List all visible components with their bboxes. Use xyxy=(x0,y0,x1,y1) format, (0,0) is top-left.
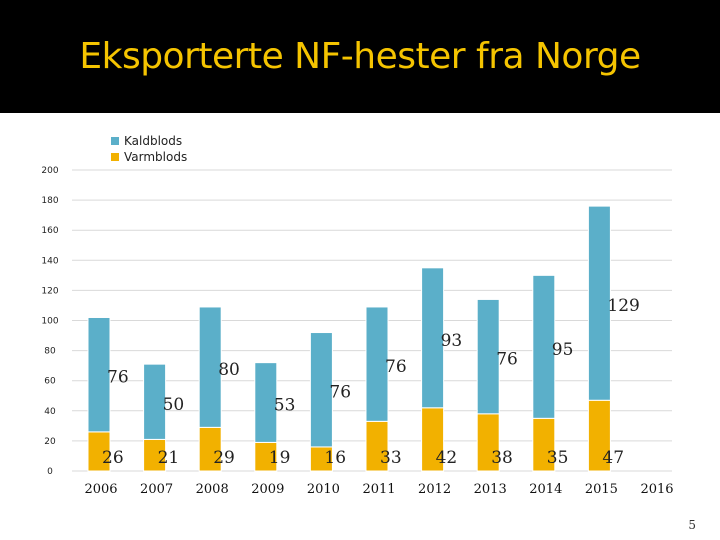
x-tick-label: 2014 xyxy=(529,482,562,497)
bars xyxy=(87,205,611,472)
y-tick-label: 140 xyxy=(41,256,58,266)
bar-segment-kaldblods xyxy=(198,306,222,428)
y-tick-label: 200 xyxy=(41,166,58,176)
data-label-kaldblods: 76 xyxy=(496,350,518,370)
data-label-kaldblods: 76 xyxy=(385,357,407,377)
legend-label-kaldblods: Kaldblods xyxy=(124,134,183,148)
bar-segment-kaldblods xyxy=(87,316,111,433)
data-label-varmblods: 16 xyxy=(324,448,346,468)
x-tick-label: 2015 xyxy=(585,482,618,497)
y-tick-label: 180 xyxy=(41,196,58,206)
data-label-kaldblods: 93 xyxy=(441,331,463,351)
bar-segment-kaldblods xyxy=(421,267,445,409)
x-tick-label: 2009 xyxy=(251,482,284,497)
data-label-kaldblods: 95 xyxy=(552,340,574,360)
y-tick-label: 20 xyxy=(44,437,56,447)
data-label-varmblods: 19 xyxy=(269,448,291,468)
page-number: 5 xyxy=(688,518,696,532)
data-label-kaldblods: 50 xyxy=(163,395,185,415)
data-label-varmblods: 21 xyxy=(158,448,180,468)
data-label-kaldblods: 80 xyxy=(218,360,240,380)
x-tick-label: 2008 xyxy=(196,482,229,497)
bar-segment-kaldblods xyxy=(309,332,333,448)
bar-segment-kaldblods xyxy=(254,362,278,443)
x-tick-label: 2011 xyxy=(362,482,395,497)
x-axis-ticks: 2006 2007 2008 2009 2010 2011 2012 2013 2014 2015… xyxy=(84,482,673,497)
data-label-kaldblods: 129 xyxy=(607,296,639,316)
legend-swatch-varmblods xyxy=(111,153,119,161)
bar-segment-kaldblods xyxy=(587,205,611,401)
bar-segment-kaldblods xyxy=(532,274,556,419)
data-label-varmblods: 29 xyxy=(213,448,235,468)
y-tick-label: 160 xyxy=(41,226,58,236)
data-label-kaldblods: 76 xyxy=(107,368,129,388)
data-label-varmblods: 38 xyxy=(491,448,513,468)
y-axis-ticks: 0 20 40 60 80 100 120 140 160 180 200 xyxy=(41,166,58,477)
data-label-varmblods: 47 xyxy=(602,448,624,468)
data-label-varmblods: 42 xyxy=(436,448,458,468)
bar-segment-kaldblods xyxy=(365,306,389,422)
legend: Kaldblods Varmblods xyxy=(111,133,187,165)
data-labels: 26 76 21 50 29 80 19 53 16 76 33 76 42 93 38 76 35 95 47 12… xyxy=(102,296,640,468)
x-tick-label: 2006 xyxy=(84,482,117,497)
bar-segment-kaldblods xyxy=(143,363,167,440)
data-label-varmblods: 35 xyxy=(547,448,569,468)
y-tick-label: 100 xyxy=(41,317,58,327)
data-label-kaldblods: 53 xyxy=(274,396,296,416)
legend-swatch-kaldblods xyxy=(111,137,119,145)
legend-item-varmblods: Varmblods xyxy=(111,149,187,165)
x-tick-label: 2010 xyxy=(307,482,340,497)
legend-item-kaldblods: Kaldblods xyxy=(111,133,187,149)
legend-label-varmblods: Varmblods xyxy=(124,150,188,164)
data-label-kaldblods: 76 xyxy=(329,383,351,403)
x-tick-label: 2012 xyxy=(418,482,451,497)
bar-segment-kaldblods xyxy=(476,298,500,415)
y-tick-label: 0 xyxy=(47,467,53,477)
data-label-varmblods: 33 xyxy=(380,448,402,468)
y-tick-label: 60 xyxy=(44,377,56,387)
y-tick-label: 40 xyxy=(44,407,56,417)
title-bar: Eksporterte NF-hester fra Norge xyxy=(0,0,720,113)
x-tick-label: 2007 xyxy=(140,482,173,497)
x-tick-label: 2016 xyxy=(640,482,673,497)
x-tick-label: 2013 xyxy=(474,482,507,497)
stacked-bar-chart: 0 20 40 60 80 100 120 140 160 180 200 2006 2007 2008… xyxy=(41,166,673,497)
y-tick-label: 120 xyxy=(41,286,58,296)
slide-title: Eksporterte NF-hester fra Norge xyxy=(79,36,641,77)
y-tick-label: 80 xyxy=(44,347,56,357)
data-label-varmblods: 26 xyxy=(102,448,124,468)
